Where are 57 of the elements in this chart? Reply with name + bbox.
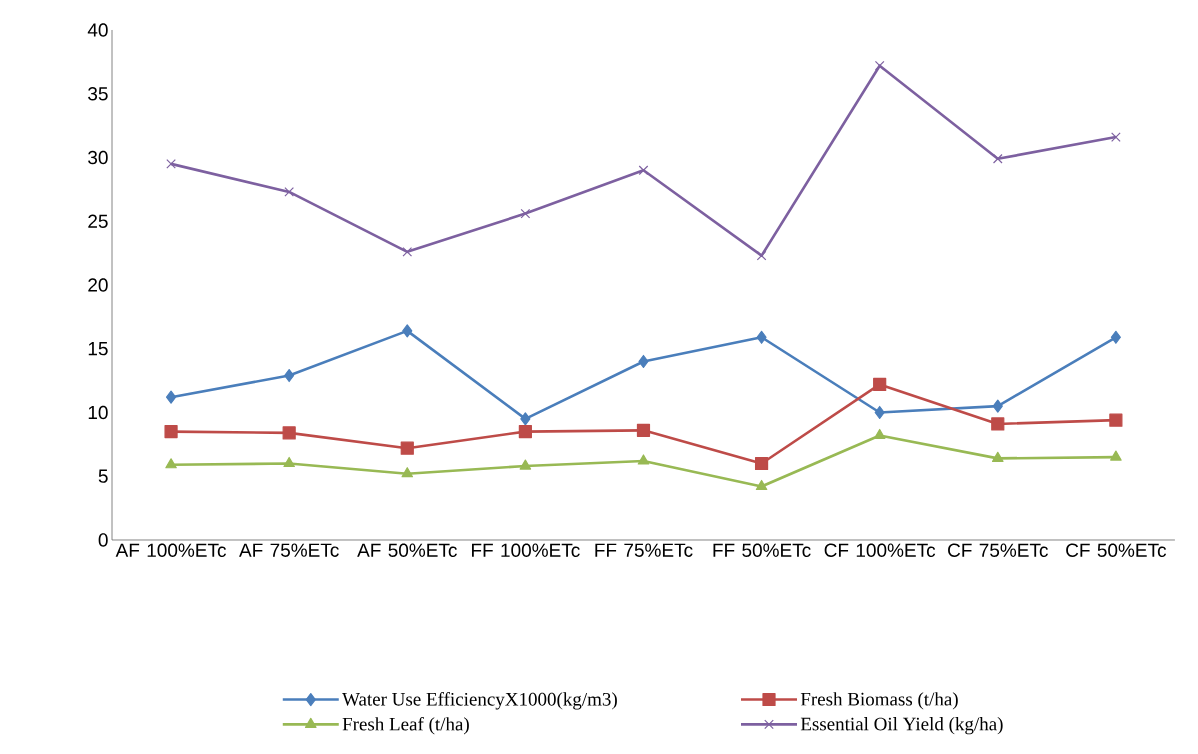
legend-label: Fresh Leaf (t/ha): [342, 716, 469, 735]
y-tick-label: 30: [88, 150, 108, 165]
point: [402, 247, 413, 257]
point: [518, 425, 532, 439]
point: [284, 368, 295, 383]
x-tick-label: CF 50%ETc: [1066, 543, 1167, 557]
point: [991, 417, 1005, 431]
point: [636, 423, 651, 437]
x-tick-label: CF 100%ETc: [824, 543, 936, 557]
y-tick-label: 35: [88, 87, 108, 101]
y-tick-label: 0: [98, 533, 108, 547]
point: [402, 324, 413, 338]
point: [1109, 413, 1123, 427]
y-tick-label: 40: [87, 23, 108, 37]
x-tick-label: FF 50%ETc: [713, 543, 811, 557]
x-tick-label: AF 50%ETc: [357, 543, 457, 557]
y-tick-label: 5: [98, 469, 108, 483]
x-tick-label: AF 75%ETc: [239, 543, 339, 557]
legend-label: Water Use EfficiencyX1000(kg/m3): [342, 692, 617, 710]
point: [991, 451, 1004, 462]
point: [638, 165, 649, 176]
point: [756, 250, 767, 261]
point: [1110, 330, 1121, 344]
point: [873, 377, 887, 392]
y-tick-label: 20: [88, 278, 108, 292]
point: [1110, 450, 1122, 461]
point: [284, 187, 295, 197]
legend-label: Fresh Biomass (t/ha): [800, 692, 958, 710]
point: [756, 330, 767, 344]
point: [519, 459, 532, 470]
point: [874, 405, 885, 420]
point: [282, 426, 296, 440]
y-tick-label: 15: [88, 342, 108, 356]
y-tick-label: 10: [88, 405, 108, 420]
point: [400, 441, 414, 455]
point: [165, 390, 177, 404]
point: [166, 159, 176, 169]
point: [754, 456, 769, 471]
x-tick-label: FF 100%ETc: [472, 543, 580, 557]
point: [520, 412, 531, 426]
point: [755, 479, 768, 491]
point: [992, 399, 1003, 413]
point: [637, 454, 650, 465]
point: [992, 153, 1003, 164]
point: [164, 425, 178, 439]
point: [401, 467, 414, 478]
y-tick-label: 25: [88, 214, 108, 228]
point: [638, 354, 649, 369]
point: [283, 456, 295, 468]
x-tick-label: AF 100%ETc: [115, 543, 227, 557]
x-tick-label: FF 75%ETc: [595, 543, 693, 557]
point: [1111, 132, 1121, 142]
x-tick-label: CF 75%ETc: [948, 543, 1048, 557]
point: [520, 208, 531, 219]
point: [874, 60, 885, 71]
legend-label: Essential Oil Yield (kg/ha): [800, 717, 1003, 735]
point: [165, 458, 177, 469]
